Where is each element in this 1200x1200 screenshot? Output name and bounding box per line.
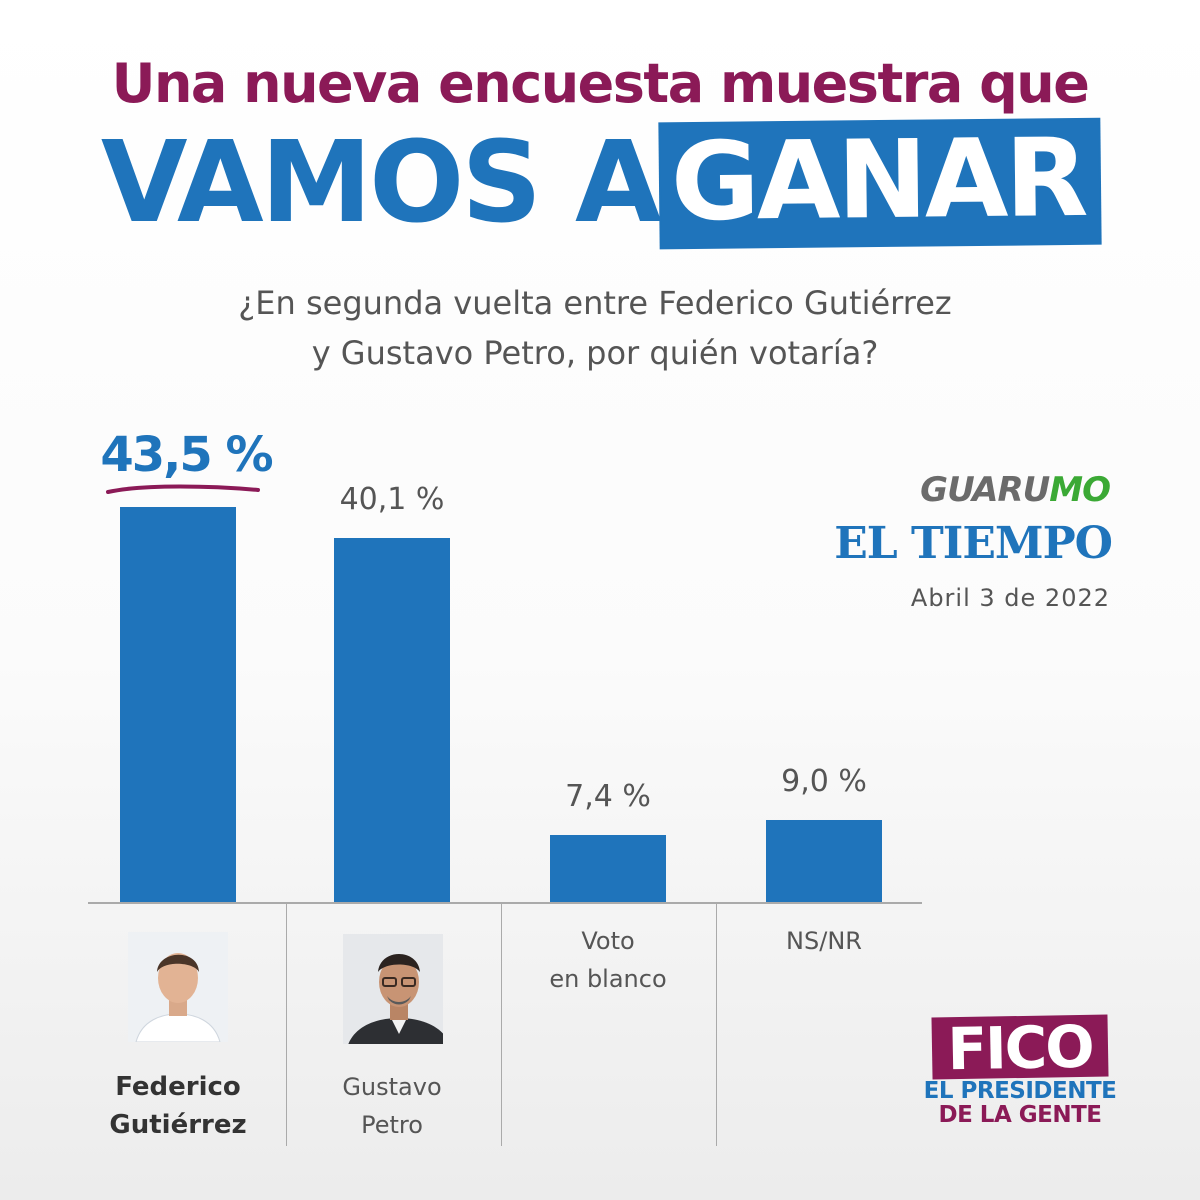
poll-question-line2: y Gustavo Petro, por quién votaría? bbox=[311, 334, 879, 372]
pollster-logo-part2: MO bbox=[1049, 470, 1111, 510]
category-divider bbox=[716, 903, 717, 1146]
bar-1 bbox=[120, 507, 236, 902]
fico-logo-line2: DE LA GENTE bbox=[938, 1102, 1102, 1128]
category-label-line: Voto bbox=[581, 927, 635, 955]
pollster-logo: GUARUMO bbox=[920, 470, 1111, 510]
category-divider bbox=[286, 903, 287, 1146]
category-label: Federico Gutiérrez bbox=[71, 1068, 285, 1144]
category-label-line: Petro bbox=[361, 1111, 423, 1139]
headline-line1: Una nueva encuesta muestra que bbox=[111, 52, 1090, 115]
category-label-line: NS/NR bbox=[786, 927, 862, 955]
gustavo-petro-photo bbox=[343, 934, 443, 1044]
bar-value-label: 40,1 % bbox=[339, 481, 445, 517]
bar-3 bbox=[550, 834, 666, 902]
headline-plain: VAMOS A bbox=[100, 118, 662, 249]
federico-gutierrez-photo bbox=[128, 932, 228, 1042]
category-label: Voto en blanco bbox=[501, 922, 715, 998]
bar-2 bbox=[334, 537, 450, 902]
category-label: Gustavo Petro bbox=[285, 1068, 499, 1144]
poll-date: Abril 3 de 2022 bbox=[910, 584, 1110, 612]
poll-question: ¿En segunda vuelta entre Federico Gutiér… bbox=[0, 278, 1200, 378]
bar-4 bbox=[766, 820, 882, 902]
bar-value-label: 7,4 % bbox=[565, 778, 651, 814]
poll-question-line1: ¿En segunda vuelta entre Federico Gutiér… bbox=[238, 284, 952, 322]
headline-line2: VAMOS A GANAR bbox=[0, 116, 1200, 249]
category-label-line: Gutiérrez bbox=[109, 1110, 247, 1140]
category-label-line: en blanco bbox=[549, 965, 667, 993]
chart-baseline bbox=[88, 902, 922, 904]
category-label-line: Gustavo bbox=[342, 1073, 442, 1101]
bar-value-label: 43,5 % bbox=[100, 427, 273, 483]
value-underline bbox=[106, 484, 260, 494]
category-label: NS/NR bbox=[717, 922, 931, 960]
fico-logo-box: FICO bbox=[931, 1013, 1109, 1083]
media-logo: EL TIEMPO bbox=[834, 518, 1113, 569]
category-label-line: Federico bbox=[115, 1072, 241, 1102]
bar-value-label: 9,0 % bbox=[781, 764, 867, 800]
category-divider bbox=[501, 903, 502, 1146]
fico-logo-line1: EL PRESIDENTE bbox=[923, 1078, 1117, 1104]
pollster-logo-part1: GUARU bbox=[920, 470, 1050, 510]
